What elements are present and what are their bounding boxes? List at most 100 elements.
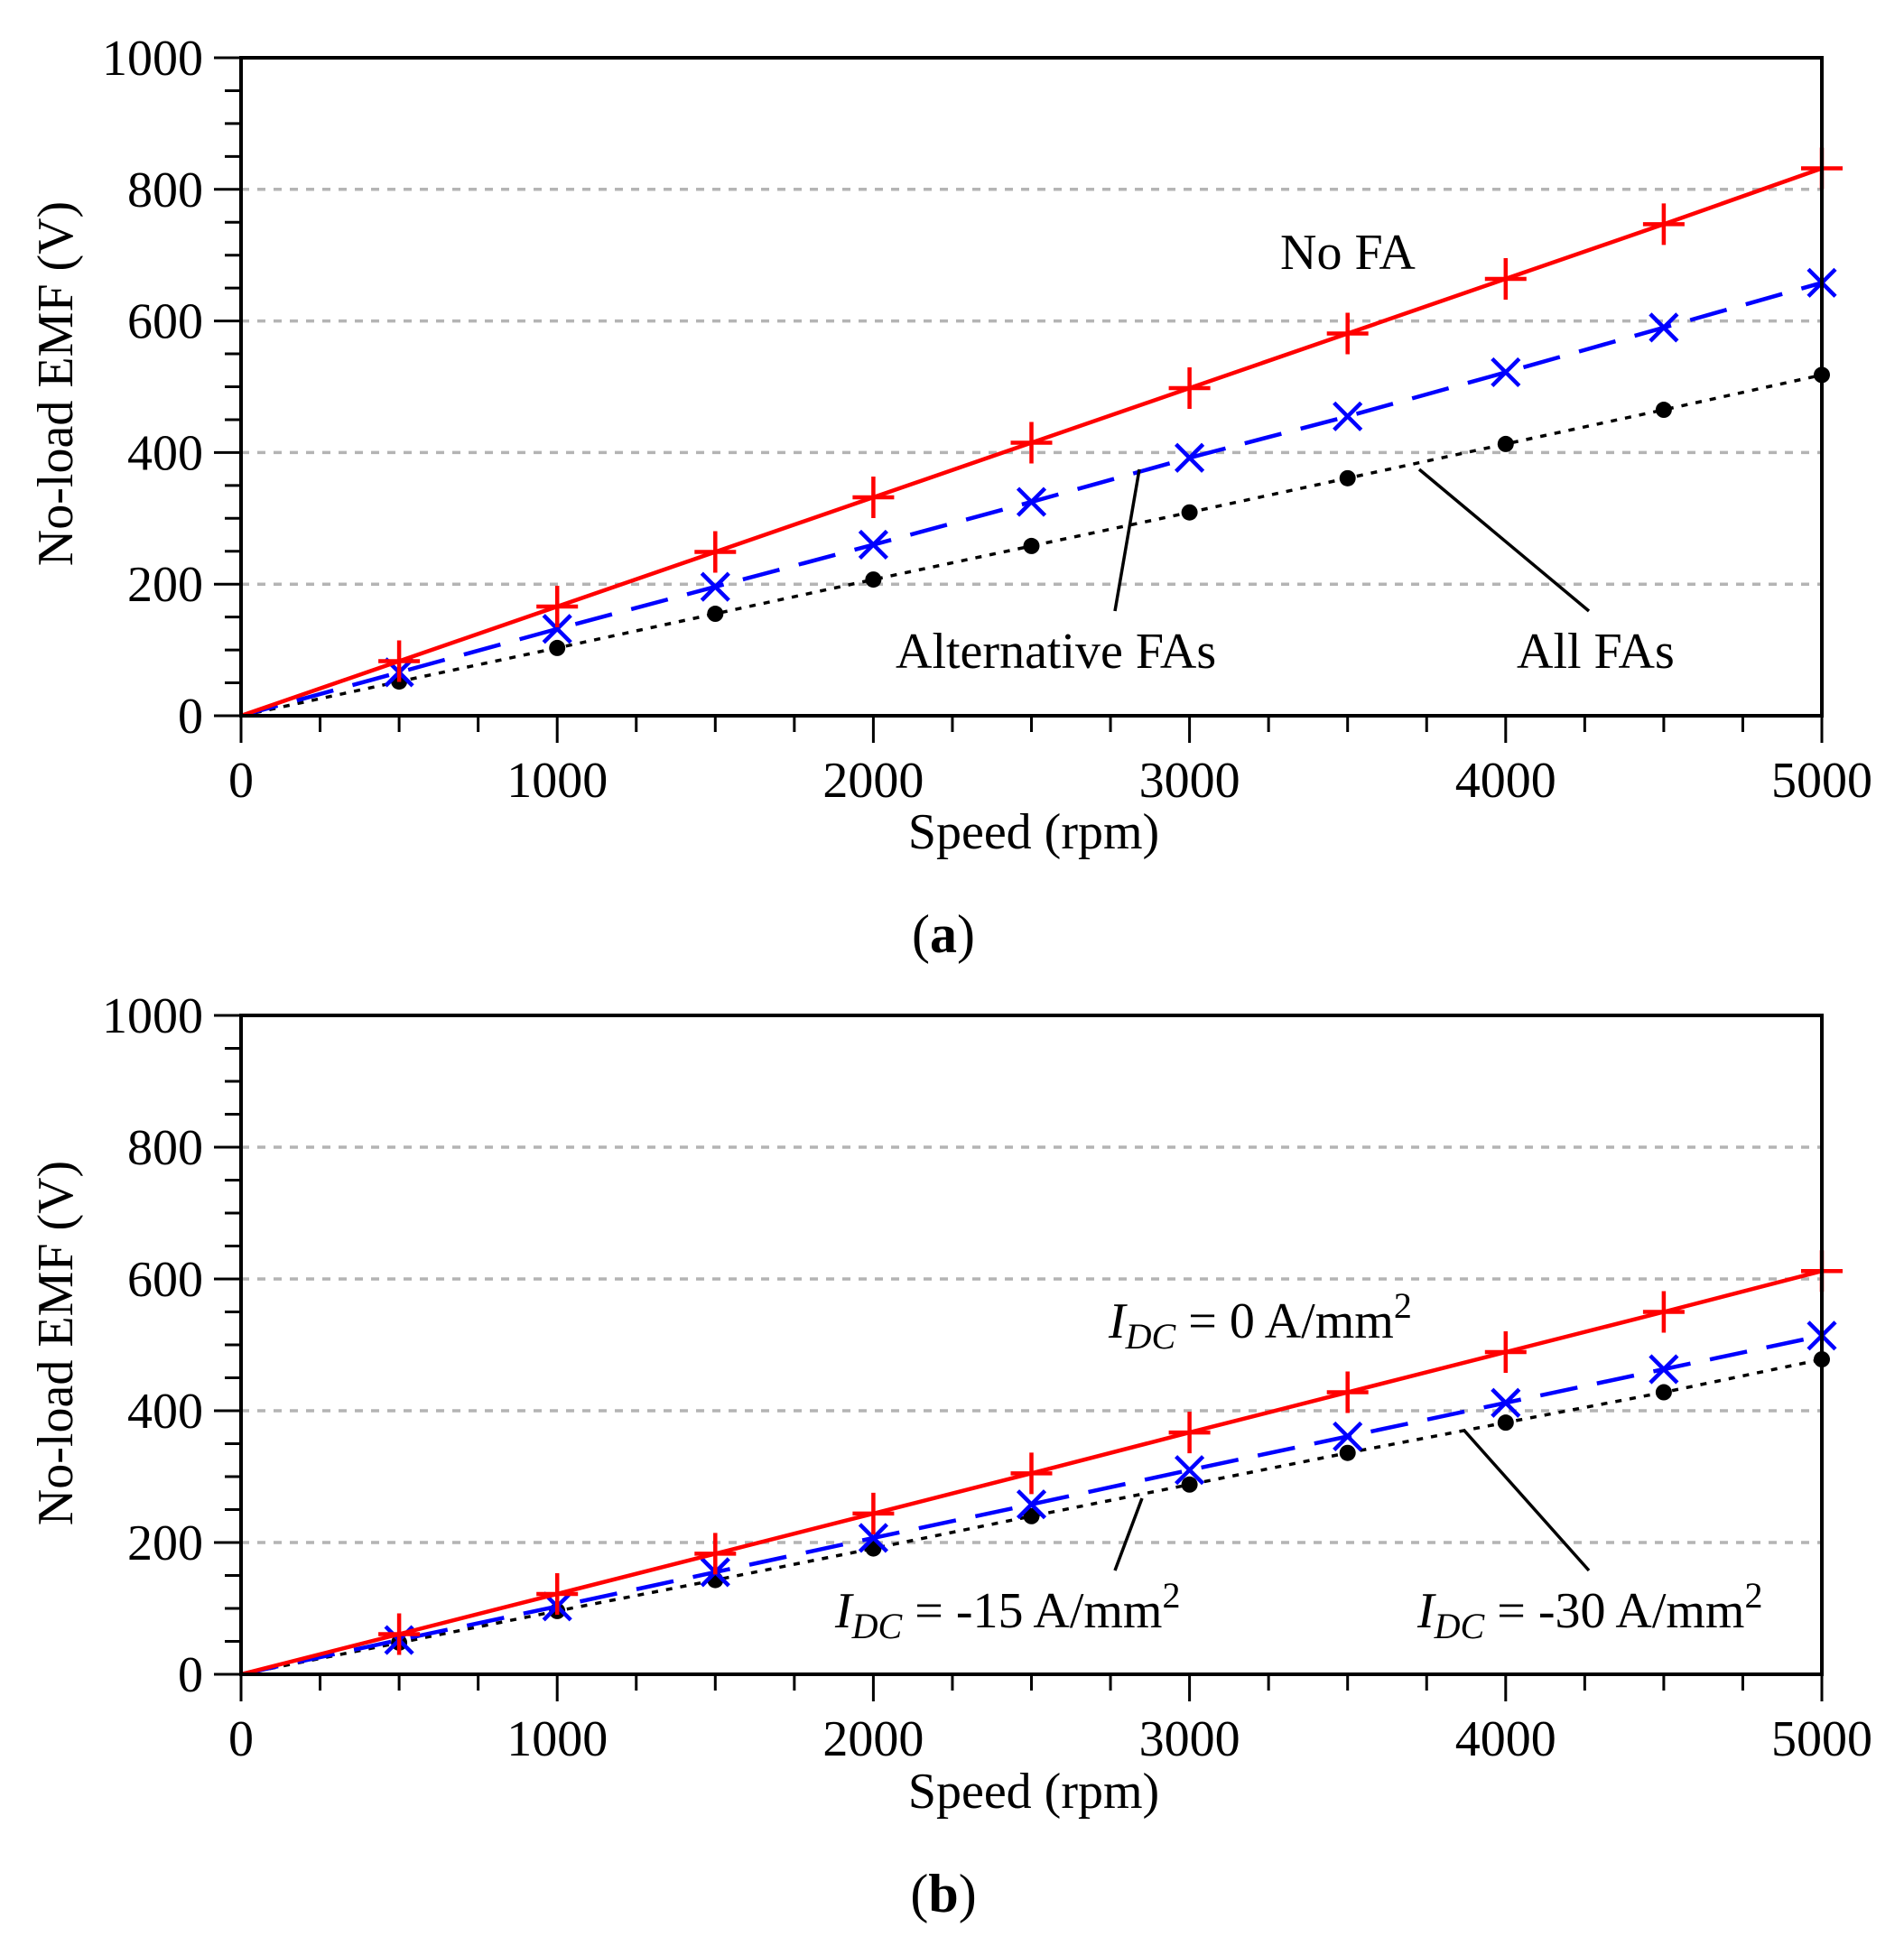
panel-a-x-axis-title: Speed (rpm) xyxy=(908,804,1159,860)
panel-b-label: (b) xyxy=(910,1864,976,1923)
panel-b-series-x-point xyxy=(858,1523,888,1553)
panel-a-annotation-no-fa: No FA xyxy=(1280,225,1416,281)
panel-a-leader-alternative-fas xyxy=(1113,468,1141,612)
panel-a-series-plus-point xyxy=(378,640,421,682)
panel-b-y-axis-title: No-load EMF (V) xyxy=(28,1161,84,1525)
panel-b-series-dot-point xyxy=(1497,1414,1514,1432)
panel-b-series-dot-point xyxy=(1023,1507,1040,1524)
panel-a-series-plus-point xyxy=(1168,366,1211,409)
panel-a-series-x-point xyxy=(858,529,888,561)
panel-b-series-x-point xyxy=(1649,1354,1679,1385)
panel-b-y-tick-label: 0 xyxy=(178,1647,203,1703)
panel-b-ticks xyxy=(214,1014,1824,1701)
panel-a-series-x-point xyxy=(1491,357,1521,388)
panel-a-series-plus-point xyxy=(1010,422,1053,464)
panel-a-leader-all-fas xyxy=(1417,468,1591,613)
panel-b-series-plus-point xyxy=(1642,1291,1685,1333)
panel-a-series-x-point xyxy=(542,614,572,644)
panel-b-x-tick-label: 1000 xyxy=(506,1711,608,1767)
panel-b-y-tick-label: 600 xyxy=(127,1252,203,1308)
panel-a-y-tick-label: 600 xyxy=(127,294,203,350)
panel-a-x-tick-label: 2000 xyxy=(822,753,924,809)
panel-a-x-tick-label: 4000 xyxy=(1455,753,1556,809)
panel-b-series-dot-point xyxy=(1181,1476,1198,1493)
panel-b-series-x-point xyxy=(1333,1421,1363,1452)
panel-a-series-dot-point xyxy=(865,571,882,588)
panel-a-x-tick-label: 3000 xyxy=(1139,753,1240,809)
panel-b-x-tick-label: 5000 xyxy=(1771,1711,1872,1767)
panel-a-y-axis-title: No-load EMF (V) xyxy=(28,201,84,566)
panel-a-series-dot-point xyxy=(1181,504,1198,521)
panel-b-annotation-idc-minus-30: IDC = -30 A/mm2 xyxy=(1416,1575,1763,1646)
panel-b-series-plus-point xyxy=(852,1492,895,1534)
panel-b-annotation-idc-0: IDC = 0 A/mm2 xyxy=(1108,1285,1412,1357)
panel-b-series-plus-point xyxy=(1484,1331,1527,1374)
panel-b-gridlines xyxy=(241,1145,1822,1544)
panel-b-y-tick-labels: 0 200 400 600 800 1000 xyxy=(102,988,203,1703)
panel-a-y-tick-label: 0 xyxy=(178,689,203,745)
panel-b-series-x-point xyxy=(1491,1387,1521,1418)
panel-a-series-dot-point xyxy=(1023,537,1040,554)
panel-b-series-plus-point xyxy=(378,1613,421,1655)
panel-a-annotation-alternative-fas: Alternative FAs xyxy=(896,624,1216,680)
panel-b-x-tick-labels: 0 1000 2000 3000 4000 5000 xyxy=(228,1711,1872,1767)
panel-a-series-dot-point xyxy=(707,606,724,623)
panel-b-series-dot-point xyxy=(1339,1444,1356,1461)
panel-b-series-dot-point xyxy=(1655,1384,1672,1401)
panel-b-x-tick-label: 0 xyxy=(228,1711,254,1767)
panel-a-series-x-point xyxy=(1649,312,1679,343)
panel-a-annotation-all-fas: All FAs xyxy=(1517,624,1675,680)
panel-b-series-x-point xyxy=(1016,1489,1047,1520)
panel-a-series-x-point xyxy=(700,571,730,602)
panel-b-y-tick-label: 200 xyxy=(127,1515,203,1571)
panel-b-series-plus-point xyxy=(1010,1452,1053,1495)
panel-a-y-tick-label: 200 xyxy=(127,557,203,613)
panel-a-series-dot-point xyxy=(1497,435,1514,452)
panel-a-series-x-point xyxy=(1016,486,1047,517)
panel-a-label: (a) xyxy=(912,904,975,964)
panel-a-series-plus-point xyxy=(1484,257,1527,300)
panel-a-ticks xyxy=(214,56,1824,743)
panel-a-series-x-point xyxy=(1175,442,1205,473)
panel-a-x-tick-label: 0 xyxy=(228,753,254,809)
panel-a-series-plus-point xyxy=(1326,312,1369,355)
panel-b-series-x-line xyxy=(240,1333,1823,1677)
panel-b-series xyxy=(240,1250,1843,1677)
panel-a-series-plus-point xyxy=(694,531,737,573)
panel-b-x-tick-label: 3000 xyxy=(1139,1711,1240,1767)
panel-a-series-dot-point xyxy=(549,639,566,656)
panel-a-series-plus-point xyxy=(852,476,895,518)
panel-a-x-tick-label: 1000 xyxy=(506,753,608,809)
panel-a-gridlines xyxy=(241,188,1822,586)
panel-b-series-plus-point xyxy=(1168,1412,1211,1454)
panel-b-leader-idc-minus-15 xyxy=(1113,1497,1144,1571)
panel-b-y-tick-label: 1000 xyxy=(102,988,203,1044)
panel-b-x-axis-title: Speed (rpm) xyxy=(908,1764,1159,1820)
panel-a-series-dot-line xyxy=(240,373,1823,718)
panel-b-y-tick-label: 800 xyxy=(127,1120,203,1176)
panel-b-series-plus-point xyxy=(536,1572,579,1615)
panel-a-series-dot-point xyxy=(1339,469,1356,486)
panel-b-x-tick-label: 2000 xyxy=(822,1711,924,1767)
panel-a-plot-frame xyxy=(239,56,1824,718)
panel-a-y-tick-label: 400 xyxy=(127,425,203,481)
panel-a-series-dot-point xyxy=(1655,402,1672,419)
panel-a-series-plus-point xyxy=(536,585,579,627)
panel-a-x-tick-label: 5000 xyxy=(1771,753,1872,809)
panel-b-series-plus-point xyxy=(694,1533,737,1575)
panel-b-plot-frame xyxy=(239,1014,1824,1676)
panel-b-x-tick-label: 4000 xyxy=(1455,1711,1556,1767)
panel-a-series-dot xyxy=(240,366,1830,718)
panel-a-y-tick-label: 800 xyxy=(127,162,203,218)
panel-b-annotation-idc-minus-15: IDC = -15 A/mm2 xyxy=(834,1575,1181,1646)
panel-a-x-tick-labels: 0 1000 2000 3000 4000 5000 xyxy=(228,753,1872,809)
panel-a-series-x-point xyxy=(1333,401,1363,431)
panel-b-series-plus-point xyxy=(1326,1371,1369,1413)
panel-a-y-tick-label: 1000 xyxy=(102,31,203,87)
panel-a-series-plus-point xyxy=(1642,203,1685,246)
panel-b-leader-idc-minus-30 xyxy=(1463,1429,1591,1572)
panel-a-y-tick-labels: 0 200 400 600 800 1000 xyxy=(102,31,203,745)
